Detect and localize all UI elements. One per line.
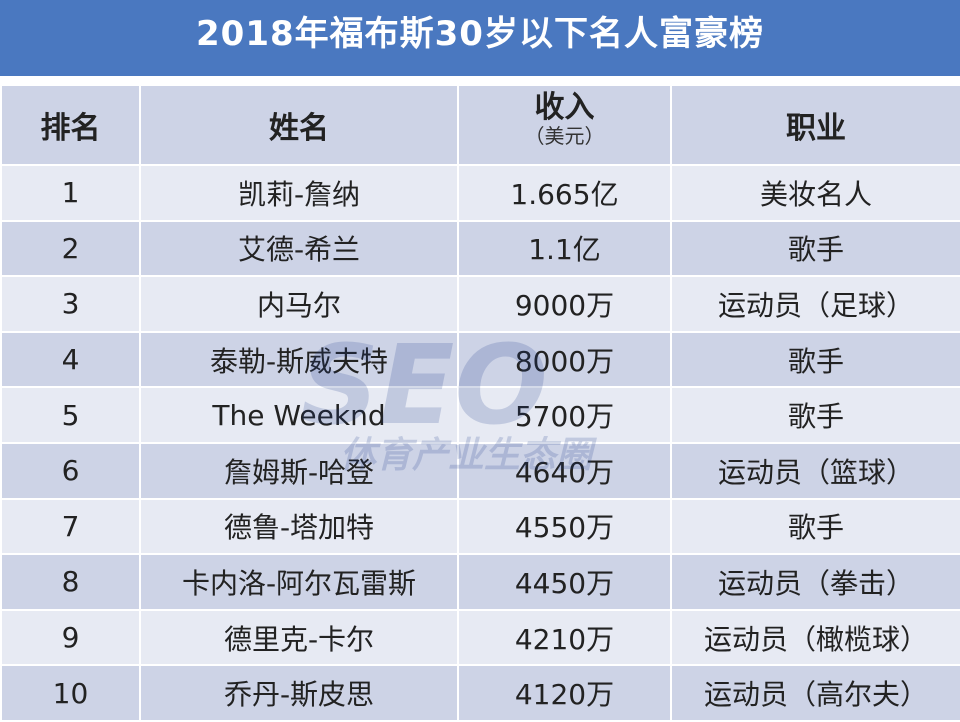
cell-name: 内马尔: [139, 275, 459, 333]
cell-name: 泰勒-斯威夫特: [139, 330, 459, 389]
table-row: 10 乔丹-斯皮思 4120万 运动员（高尔夫）: [0, 664, 960, 722]
table-header-row: 排名 姓名 收入 （美元） 职业: [0, 84, 960, 166]
cell-income: 5700万: [457, 386, 672, 444]
table-row: 9 德里克-卡尔 4210万 运动员（橄榄球）: [0, 608, 960, 667]
cell-job: 运动员（拳击）: [670, 553, 960, 611]
cell-rank: 10: [0, 664, 141, 722]
title-banner: 2018年福布斯30岁以下名人富豪榜: [0, 0, 960, 80]
cell-job: 歌手: [670, 386, 960, 444]
table-row: 2 艾德-希兰 1.1亿 歌手: [0, 219, 960, 278]
header-income: 收入 （美元）: [457, 84, 672, 166]
cell-job: 美妆名人: [670, 164, 960, 222]
cell-income: 1.1亿: [457, 219, 672, 278]
cell-rank: 1: [0, 164, 141, 222]
table-row: 4 泰勒-斯威夫特 8000万 歌手: [0, 330, 960, 389]
table-row: 8 卡内洛-阿尔瓦雷斯 4450万 运动员（拳击）: [0, 553, 960, 611]
cell-name: 德鲁-塔加特: [139, 497, 459, 556]
cell-job: 歌手: [670, 497, 960, 556]
cell-rank: 4: [0, 330, 141, 389]
cell-job: 歌手: [670, 219, 960, 278]
table-row: 5 The Weeknd 5700万 歌手: [0, 386, 960, 444]
table-row: 1 凯莉-詹纳 1.665亿 美妆名人: [0, 164, 960, 222]
cell-job: 运动员（足球）: [670, 275, 960, 333]
cell-name: The Weeknd: [139, 386, 459, 444]
cell-name: 詹姆斯-哈登: [139, 441, 459, 500]
cell-rank: 8: [0, 553, 141, 611]
header-name: 姓名: [139, 84, 459, 166]
header-rank: 排名: [0, 84, 141, 166]
cell-income: 1.665亿: [457, 164, 672, 222]
cell-rank: 6: [0, 441, 141, 500]
cell-job: 歌手: [670, 330, 960, 389]
cell-job: 运动员（篮球）: [670, 441, 960, 500]
cell-income: 8000万: [457, 330, 672, 389]
cell-name: 艾德-希兰: [139, 219, 459, 278]
cell-name: 卡内洛-阿尔瓦雷斯: [139, 553, 459, 611]
header-job: 职业: [670, 84, 960, 166]
cell-name: 德里克-卡尔: [139, 608, 459, 667]
header-income-label: 收入: [534, 90, 595, 125]
cell-name: 凯莉-詹纳: [139, 164, 459, 222]
page-title: 2018年福布斯30岁以下名人富豪榜: [196, 13, 764, 54]
cell-rank: 2: [0, 219, 141, 278]
table-row: 7 德鲁-塔加特 4550万 歌手: [0, 497, 960, 556]
ranking-table: 排名 姓名 收入 （美元） 职业 1 凯莉-詹纳 1.665亿 美妆名人 2 艾…: [0, 84, 960, 722]
cell-income: 4550万: [457, 497, 672, 556]
cell-income: 4640万: [457, 441, 672, 500]
header-income-unit: （美元）: [524, 123, 605, 148]
cell-rank: 7: [0, 497, 141, 556]
cell-rank: 3: [0, 275, 141, 333]
cell-job: 运动员（高尔夫）: [670, 664, 960, 722]
table-row: 6 詹姆斯-哈登 4640万 运动员（篮球）: [0, 441, 960, 500]
table-body: 1 凯莉-詹纳 1.665亿 美妆名人 2 艾德-希兰 1.1亿 歌手 3 内马…: [0, 164, 960, 722]
cell-job: 运动员（橄榄球）: [670, 608, 960, 667]
cell-rank: 5: [0, 386, 141, 444]
cell-rank: 9: [0, 608, 141, 667]
cell-income: 9000万: [457, 275, 672, 333]
cell-income: 4210万: [457, 608, 672, 667]
table-row: 3 内马尔 9000万 运动员（足球）: [0, 275, 960, 333]
cell-income: 4120万: [457, 664, 672, 722]
cell-income: 4450万: [457, 553, 672, 611]
cell-name: 乔丹-斯皮思: [139, 664, 459, 722]
